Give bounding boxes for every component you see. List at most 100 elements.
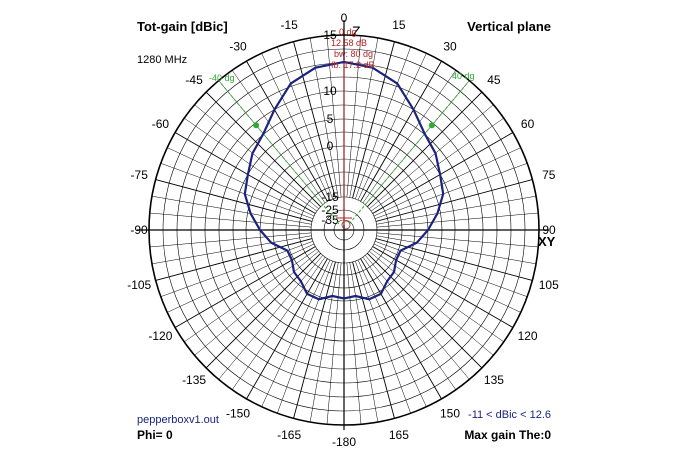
axis-xy-label: XY <box>538 234 556 249</box>
phi-label: Phi= 0 <box>137 428 173 442</box>
grid-spoke <box>246 60 328 202</box>
angle-tick-label: 15 <box>392 18 406 32</box>
grid-spoke <box>151 235 312 265</box>
gain-pattern-series <box>243 60 445 301</box>
grid-spoke <box>194 251 319 356</box>
angle-tick-label: -15 <box>280 18 298 32</box>
grid-spoke <box>160 241 314 297</box>
angle-tick-label: 30 <box>443 39 457 53</box>
grid-spoke <box>362 70 457 204</box>
grid-spoke <box>376 235 537 265</box>
frequency-label: 1280 MHz <box>137 54 187 66</box>
grid-spoke <box>149 212 312 228</box>
grid-spoke <box>369 251 494 356</box>
grid-spoke <box>355 260 411 414</box>
beamwidth-line <box>219 81 340 225</box>
radial-tick-label: 10 <box>323 84 337 98</box>
grid-spoke <box>231 256 326 390</box>
angle-tick-label: 105 <box>539 278 559 292</box>
grid-spoke <box>367 91 483 207</box>
grid-spoke <box>376 212 539 228</box>
grid-spoke <box>349 262 379 423</box>
radial-tick-label: 5 <box>327 112 334 126</box>
grid-spoke <box>346 262 362 425</box>
grid-spoke <box>372 132 514 214</box>
grid-spoke <box>277 260 333 414</box>
grid-spoke <box>367 253 483 369</box>
center-marker <box>341 220 351 230</box>
beamwidth-lines <box>219 81 469 225</box>
grid-spoke <box>365 255 470 380</box>
info-direction: 0 dg <box>339 27 357 37</box>
radial-tick-label: 0 <box>327 139 334 153</box>
angle-tick-label: 90 <box>542 223 556 237</box>
angle-tick-label: -30 <box>229 39 247 53</box>
grid-spoke <box>352 261 395 419</box>
beamwidth-point <box>253 122 260 129</box>
grid-spoke <box>374 241 528 297</box>
info-gain: 12.58 dB <box>331 38 367 48</box>
grid-spoke <box>194 104 319 209</box>
angle-tick-label: -180 <box>332 435 356 449</box>
grid-spoke <box>167 147 315 217</box>
angle-tick-label: 120 <box>518 329 538 343</box>
grid-spoke <box>205 253 321 369</box>
grid-spoke <box>326 262 342 425</box>
angle-tick-label: -75 <box>131 168 149 182</box>
grid-spoke <box>357 259 427 407</box>
grid-spoke <box>231 70 326 204</box>
grid-spoke <box>309 262 339 423</box>
grid-spoke <box>362 256 457 390</box>
grid-spoke <box>155 179 313 222</box>
info-beamwidth: bw: 80 dg <box>334 49 373 59</box>
grid-spoke <box>375 238 533 281</box>
angle-tick-label: 60 <box>521 117 535 131</box>
grid-spoke <box>376 232 539 248</box>
grid-spoke <box>355 46 411 200</box>
radial-tick-label: -25 <box>321 203 339 217</box>
file-name: pepperboxv1.out <box>137 414 219 426</box>
radial-tick-labels: 15 10 5 0 -15-25-35 <box>321 28 352 230</box>
angle-tick-label: 75 <box>542 168 556 182</box>
polar-grid <box>137 20 549 430</box>
marker-right-label: 40 dg <box>452 71 475 81</box>
angle-tick-labels: 0153045607590105120135150165-180-165-150… <box>127 11 559 449</box>
angle-tick-label: -150 <box>226 407 250 421</box>
marker-left-label: -40 dg <box>209 73 235 83</box>
gain-pattern-line <box>243 60 445 301</box>
grid-spoke <box>151 195 312 225</box>
chart-title: Tot-gain [dBic] <box>137 19 228 34</box>
grid-spoke <box>360 258 442 400</box>
angle-tick-label: -60 <box>152 117 170 131</box>
max-gain-label: Max gain The:0 <box>464 428 551 442</box>
grid-spoke <box>360 60 442 202</box>
info-front-back: fb: 17.2 dB <box>331 60 375 70</box>
grid-spoke <box>349 37 379 198</box>
beamwidth-line <box>348 81 469 225</box>
grid-spoke <box>149 232 312 248</box>
axis-z-label: Z <box>352 23 361 39</box>
grid-spoke <box>326 35 342 198</box>
grid-spoke <box>184 248 318 343</box>
beamwidth-point <box>428 122 435 129</box>
grid-spoke <box>376 195 537 225</box>
angle-tick-label: 165 <box>389 428 409 442</box>
grid-spoke <box>369 104 494 209</box>
grid-spoke <box>160 163 314 219</box>
angle-tick-label: -135 <box>182 373 206 387</box>
angle-tick-label: -90 <box>130 223 148 237</box>
grid-spoke <box>205 91 321 207</box>
grid-spoke <box>174 132 316 214</box>
grid-spoke <box>370 248 504 343</box>
gain-range: -11 < dBic < 12.6 <box>468 409 551 421</box>
grid-spoke <box>374 163 528 219</box>
grid-spoke <box>293 41 336 199</box>
angle-tick-label: 150 <box>440 407 460 421</box>
grid-spoke <box>155 238 313 281</box>
grid-spoke <box>352 41 395 199</box>
grid-spoke <box>293 261 336 419</box>
grid-spoke <box>246 258 328 400</box>
angle-tick-label: -120 <box>148 329 172 343</box>
grid-spoke <box>346 35 362 198</box>
